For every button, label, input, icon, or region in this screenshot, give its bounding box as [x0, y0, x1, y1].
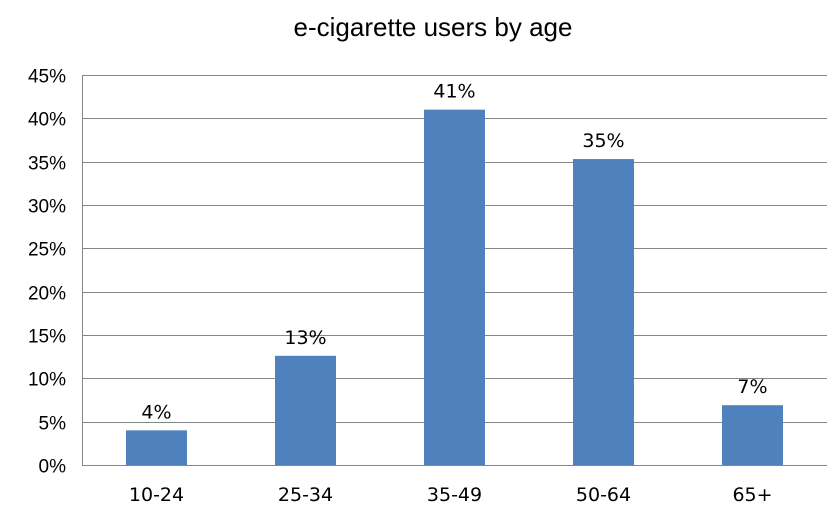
- y-tick-label: 35%: [28, 154, 66, 175]
- x-tick-label: 10-24: [129, 484, 184, 506]
- y-tick-label: 0%: [39, 457, 67, 478]
- bar-65+: [722, 405, 783, 465]
- data-label: 41%: [433, 81, 475, 103]
- data-label: 35%: [582, 130, 624, 152]
- y-tick-label: 40%: [28, 110, 66, 131]
- data-label: 7%: [737, 376, 767, 398]
- y-tick-label: 30%: [28, 197, 66, 218]
- y-tick-label: 25%: [28, 240, 66, 261]
- x-tick-label: 65+: [732, 484, 772, 506]
- bar-25-34: [275, 355, 336, 465]
- data-label: 13%: [284, 327, 326, 349]
- x-tick-label: 35-49: [427, 484, 482, 506]
- y-tick-label: 45%: [28, 67, 66, 88]
- y-tick-label: 5%: [39, 414, 67, 435]
- data-labels: 4% 13% 41% 35% 7%: [141, 81, 767, 424]
- y-axis-tick-labels: 0% 5% 10% 15% 20% 25% 30% 35% 40% 45%: [28, 67, 66, 478]
- y-tick-label: 15%: [28, 327, 66, 348]
- x-tick-label: 25-34: [278, 484, 333, 506]
- y-tick-label: 10%: [28, 370, 66, 391]
- data-label: 4%: [141, 401, 171, 423]
- bar-10-24: [126, 430, 187, 465]
- x-tick-label: 50-64: [576, 484, 631, 506]
- y-tick-label: 20%: [28, 284, 66, 305]
- chart-title: e-cigarette users by age: [294, 12, 573, 42]
- x-axis-tick-labels: 10-24 25-34 35-49 50-64 65+: [129, 484, 773, 506]
- bar-35-49: [424, 109, 485, 466]
- bars: [126, 109, 783, 466]
- bar-50-64: [573, 159, 634, 466]
